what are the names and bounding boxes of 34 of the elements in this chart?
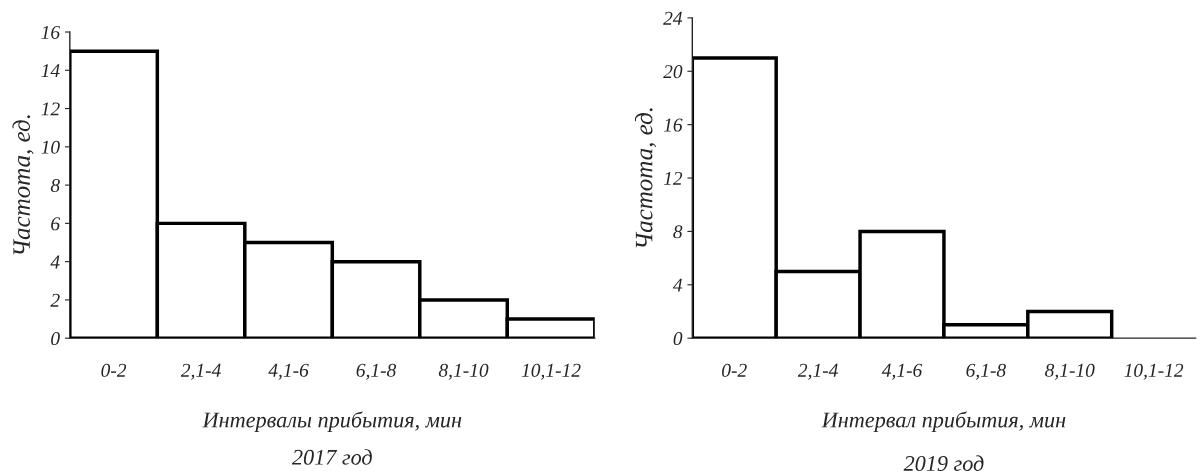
y-tick-label: 16 — [663, 118, 683, 132]
x-tick-label: 6,1-8 — [966, 363, 1006, 380]
y-tick-label: 2 — [50, 293, 60, 307]
x-tick-label: 4,1-6 — [268, 363, 309, 380]
y-tick-label: 4 — [672, 278, 683, 292]
y-tick-label: 0 — [51, 331, 60, 346]
y-tick-label: 6 — [51, 217, 61, 231]
text: 2017 год — [291, 449, 372, 465]
y-tick-label: 20 — [663, 65, 683, 79]
x-tick-label: 0-2 — [101, 363, 127, 377]
y-axis-title: Частота, ед. — [634, 108, 657, 248]
text: 2019 год — [903, 455, 984, 471]
x-tick-label: 2,1-4 — [797, 363, 838, 380]
y-tick-label: 12 — [663, 171, 683, 185]
y-tick-label: 14 — [41, 64, 60, 78]
y-tick-label: 24 — [663, 11, 683, 25]
x-tick-label: 0-2 — [722, 363, 747, 377]
y-tick-label: 8 — [50, 178, 60, 193]
x-tick-label: 8,1-10 — [1045, 363, 1095, 380]
y-tick-label: 10 — [41, 140, 60, 154]
y-tick-label: 0 — [673, 331, 683, 346]
x-axis-title: Интервал прибытия, мин — [821, 411, 1066, 433]
x-tick-label: 6,1-8 — [356, 363, 397, 380]
x-tick-label: 2,1-4 — [180, 363, 221, 380]
x-axis-title: Интервалы прибытия, мин — [202, 411, 462, 433]
x-tick-label: 4,1-6 — [881, 363, 923, 380]
y-tick-label: 12 — [41, 102, 60, 116]
y-axis-title: Частота, ед. — [12, 115, 34, 255]
y-tick-label: 8 — [673, 225, 683, 239]
x-tick-label: 10,1-12 — [1124, 363, 1184, 380]
y-tick-label: 16 — [41, 25, 61, 39]
x-tick-label: 10,1-12 — [521, 363, 581, 380]
y-tick-label: 4 — [50, 255, 60, 269]
x-tick-label: 8,1-10 — [438, 363, 489, 380]
